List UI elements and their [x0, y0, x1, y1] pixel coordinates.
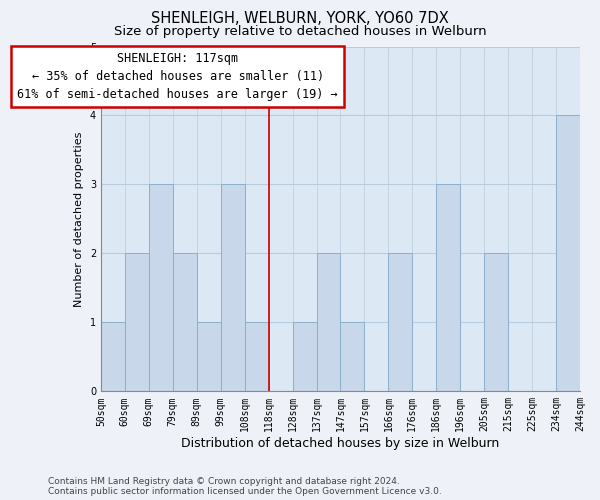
Bar: [221, 184, 245, 392]
Bar: [436, 184, 460, 392]
Text: Contains HM Land Registry data © Crown copyright and database right 2024.: Contains HM Land Registry data © Crown c…: [48, 477, 400, 486]
Bar: [293, 322, 317, 392]
Bar: [125, 254, 149, 392]
Text: Contains public sector information licensed under the Open Government Licence v3: Contains public sector information licen…: [48, 487, 442, 496]
Bar: [388, 254, 412, 392]
Text: SHENLEIGH, WELBURN, YORK, YO60 7DX: SHENLEIGH, WELBURN, YORK, YO60 7DX: [151, 11, 449, 26]
Text: SHENLEIGH: 117sqm
← 35% of detached houses are smaller (11)
61% of semi-detached: SHENLEIGH: 117sqm ← 35% of detached hous…: [17, 52, 338, 101]
Bar: [101, 322, 125, 392]
X-axis label: Distribution of detached houses by size in Welburn: Distribution of detached houses by size …: [181, 437, 500, 450]
Bar: [245, 322, 269, 392]
Bar: [340, 322, 364, 392]
Bar: [173, 254, 197, 392]
Bar: [317, 254, 340, 392]
Y-axis label: Number of detached properties: Number of detached properties: [74, 131, 84, 306]
Bar: [484, 254, 508, 392]
Bar: [149, 184, 173, 392]
Text: Size of property relative to detached houses in Welburn: Size of property relative to detached ho…: [113, 25, 487, 38]
Bar: [197, 322, 221, 392]
Bar: [556, 116, 580, 392]
